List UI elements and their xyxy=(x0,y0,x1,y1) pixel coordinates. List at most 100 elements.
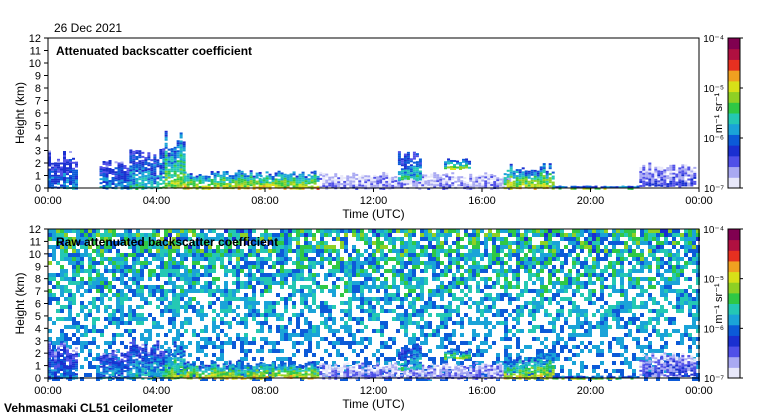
colorbar-segment xyxy=(728,260,740,273)
colorbar-segment xyxy=(728,70,740,82)
data-region-1 xyxy=(48,341,78,380)
colorbar-segment xyxy=(728,250,740,262)
data-region-12 xyxy=(639,352,697,378)
x-tick-label: 20:00 xyxy=(577,195,605,207)
data-region-2 xyxy=(99,349,130,380)
panel-2: Raw attenuated backscatter coefficient01… xyxy=(13,224,713,411)
colorbar-tick-label: 10⁻⁴ xyxy=(703,225,724,236)
chart-title: Raw attenuated backscatter coefficient xyxy=(56,235,278,249)
x-tick-label: 08:00 xyxy=(251,195,279,207)
colorbar-segment xyxy=(728,80,740,93)
data-region-7 xyxy=(319,361,512,380)
y-tick-label: 5 xyxy=(35,121,41,133)
data-region-1 xyxy=(48,150,78,190)
colorbar-segment xyxy=(728,166,740,178)
colorbar-segment xyxy=(728,91,740,103)
y-tick-label: 8 xyxy=(35,274,41,286)
colorbar-segment xyxy=(728,177,740,189)
y-tick-label: 5 xyxy=(35,311,41,323)
x-axis-label: Time (UTC) xyxy=(342,397,404,411)
colorbar-tick-label: 10⁻⁴ xyxy=(703,34,724,45)
x-tick-label: 12:00 xyxy=(360,385,388,397)
y-tick-label: 6 xyxy=(35,299,41,311)
y-tick-label: 12 xyxy=(29,224,41,236)
y-tick-label: 10 xyxy=(29,58,41,70)
x-tick-label: 16:00 xyxy=(468,385,496,397)
colorbar-segment xyxy=(728,145,740,157)
data-region-11 xyxy=(552,185,640,190)
y-tick-label: 11 xyxy=(30,236,41,248)
instrument-label: Vehmasmaki CL51 ceilometer xyxy=(4,401,173,415)
y-tick-label: 0 xyxy=(35,183,41,195)
colorbar-segment xyxy=(728,48,740,60)
x-tick-label: 12:00 xyxy=(360,195,388,207)
colorbar-tick-label: 10⁻⁷ xyxy=(704,184,724,195)
colorbar-segment xyxy=(728,292,740,304)
colorbar-segment xyxy=(728,346,740,358)
y-tick-label: 2 xyxy=(35,158,41,170)
y-tick-label: 10 xyxy=(29,249,41,261)
y-tick-label: 4 xyxy=(35,133,41,145)
y-axis-label: Height (km) xyxy=(13,82,27,144)
y-axis-label: Height (km) xyxy=(13,272,27,334)
colorbar-segment xyxy=(728,38,740,50)
x-tick-label: 00:00 xyxy=(34,195,62,207)
data-region-10 xyxy=(503,163,555,190)
colorbar-segment xyxy=(728,134,740,146)
y-tick-label: 3 xyxy=(35,146,41,158)
colorbar-1: 10⁻⁴ 10⁻⁵ 10⁻⁶ 10⁻⁷ m⁻¹ sr⁻¹ xyxy=(703,34,743,195)
x-tick-label: 16:00 xyxy=(468,195,496,207)
y-tick-label: 0 xyxy=(35,373,41,385)
y-tick-label: 1 xyxy=(35,361,41,373)
colorbar-segment xyxy=(728,59,740,71)
colorbar-frame xyxy=(727,37,741,189)
colorbar-segment xyxy=(728,239,740,251)
data-region-5 xyxy=(183,169,262,190)
x-tick-label: 08:00 xyxy=(251,385,279,397)
colorbar-segment xyxy=(728,303,740,315)
panel-1: Attenuated backscatter coefficient 012345… xyxy=(13,33,713,221)
y-tick-label: 11 xyxy=(30,46,41,58)
data-region-9 xyxy=(444,158,472,170)
y-tick-label: 4 xyxy=(35,323,41,335)
date-label: 26 Dec 2021 xyxy=(54,21,123,35)
x-tick-label: 04:00 xyxy=(143,385,171,397)
colorbar-segment xyxy=(728,324,740,336)
x-axis-label: Time (UTC) xyxy=(342,207,404,221)
data-region-12 xyxy=(639,162,697,188)
colorbar-frame xyxy=(727,228,741,379)
y-tick-label: 8 xyxy=(35,83,41,95)
x-tick-label: 00:00 xyxy=(685,385,713,397)
colorbar-2: 10⁻⁴ 10⁻⁵ 10⁻⁶ 10⁻⁷ m⁻¹ sr⁻¹ xyxy=(703,225,743,385)
data-region-3 xyxy=(129,339,166,380)
colorbar-segment xyxy=(728,155,740,168)
colorbar-tick-label: 10⁻⁵ xyxy=(703,275,724,286)
data-region-8 xyxy=(397,343,422,372)
colorbar-tick-label: 10⁻⁶ xyxy=(703,324,724,335)
colorbar-segment xyxy=(728,102,740,114)
colorbar-segment xyxy=(728,271,740,283)
colorbar-segment xyxy=(728,113,740,125)
colorbar-segment xyxy=(728,229,740,241)
colorbar-segment xyxy=(728,356,740,368)
data-region-9 xyxy=(444,348,472,360)
colorbar-segment xyxy=(728,367,740,379)
colorbar-tick-label: 10⁻⁵ xyxy=(703,84,724,95)
y-tick-label: 2 xyxy=(35,348,41,360)
chart-title: Attenuated backscatter coefficient xyxy=(56,44,252,58)
data-region-8 xyxy=(397,151,422,182)
colorbar-label: m⁻¹ sr⁻¹ xyxy=(713,93,725,134)
data-region-4 xyxy=(164,130,186,190)
x-tick-label: 04:00 xyxy=(143,195,171,207)
colorbar-label: m⁻¹ sr⁻¹ xyxy=(713,283,725,324)
y-tick-label: 3 xyxy=(35,336,41,348)
data-region-11 xyxy=(552,375,640,380)
y-tick-label: 9 xyxy=(35,261,41,273)
data-region-6 xyxy=(259,170,320,190)
x-tick-label: 00:00 xyxy=(34,385,62,397)
x-tick-label: 20:00 xyxy=(577,385,605,397)
x-tick-label: 00:00 xyxy=(685,195,713,207)
y-tick-label: 1 xyxy=(35,171,41,183)
data-region-2 xyxy=(99,160,130,190)
